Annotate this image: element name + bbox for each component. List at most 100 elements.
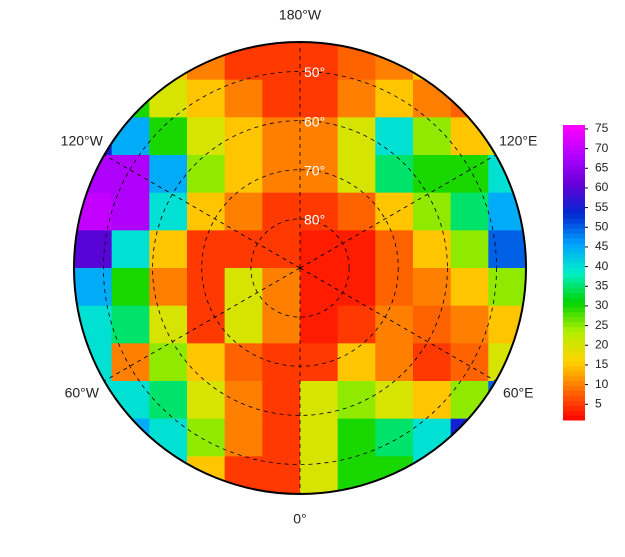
latitude-label: 70°	[304, 162, 325, 178]
colorbar-swatch	[563, 410, 585, 416]
colorbar-swatch	[563, 203, 585, 210]
longitude-label: 0°	[293, 511, 306, 527]
heat-cell	[111, 155, 150, 194]
heat-cell	[74, 79, 113, 118]
heat-cell	[300, 155, 339, 194]
heat-cell	[337, 343, 376, 382]
heat-cell	[111, 456, 150, 494]
heat-cell	[375, 268, 414, 307]
heat-cell	[262, 268, 301, 307]
heat-cell	[413, 268, 452, 307]
longitude-label: 60°E	[503, 385, 534, 401]
heat-cell	[450, 192, 489, 231]
heat-cell	[450, 343, 489, 382]
colorbar-swatch	[563, 174, 585, 180]
heat-cell	[262, 381, 301, 420]
heat-cell	[337, 42, 376, 81]
heat-cell	[187, 456, 226, 494]
heat-cell	[262, 192, 301, 231]
heat-cell	[300, 42, 339, 81]
heat-cell	[488, 230, 526, 269]
heat-cell	[337, 305, 376, 344]
heat-cell	[262, 117, 301, 156]
colorbar-swatch	[563, 287, 585, 293]
heat-cell	[149, 343, 188, 382]
colorbar-swatch	[563, 361, 585, 367]
heat-cell	[224, 192, 263, 231]
heat-cell	[262, 343, 301, 382]
heat-cell	[149, 230, 188, 269]
colorbar-swatch	[563, 262, 585, 269]
colorbar-swatch	[563, 218, 585, 224]
heat-cell	[74, 456, 113, 494]
heat-cell	[187, 381, 226, 420]
colorbar-swatch	[563, 292, 585, 298]
heat-cell	[337, 117, 376, 156]
heat-cell	[262, 42, 301, 81]
colorbar-swatch	[563, 213, 585, 219]
heat-cell	[74, 42, 113, 81]
heat-cell	[187, 117, 226, 156]
heat-cell	[413, 343, 452, 382]
latitude-label: 60°	[304, 113, 325, 129]
colorbar-tick-label: 55	[595, 200, 609, 214]
latitude-circle	[103, 71, 497, 465]
colorbar-swatch	[563, 139, 585, 146]
heat-cell	[488, 268, 526, 307]
heat-cell	[224, 418, 263, 457]
colorbar-swatch	[563, 277, 585, 283]
colorbar-swatch	[563, 169, 585, 175]
meridian	[104, 154, 301, 269]
colorbar-swatch	[563, 341, 585, 347]
colorbar-swatch	[563, 311, 585, 318]
heat-cell	[450, 268, 489, 307]
heat-cell	[488, 192, 526, 231]
heat-cell	[187, 79, 226, 118]
heat-cell	[450, 305, 489, 344]
heat-cell	[224, 343, 263, 382]
heat-cell	[224, 79, 263, 118]
colorbar-tick-label: 20	[595, 337, 609, 351]
heat-cell	[262, 79, 301, 118]
heat-cell	[413, 42, 452, 81]
heat-cell	[187, 42, 226, 81]
colorbar-swatch	[563, 385, 585, 391]
heat-cell	[375, 192, 414, 231]
heat-cell	[224, 42, 263, 81]
heat-cell	[187, 305, 226, 344]
heat-cell	[74, 192, 113, 231]
heat-cell	[300, 79, 339, 118]
colorbar-swatch	[563, 233, 585, 239]
heat-cell	[488, 418, 526, 457]
colorbar-swatch	[563, 208, 585, 214]
heat-cell	[187, 343, 226, 382]
colorbar-swatch	[563, 316, 585, 323]
heat-cell	[111, 230, 150, 269]
heat-cell	[187, 268, 226, 307]
colorbar-swatch	[563, 159, 585, 165]
colorbar-swatch	[563, 302, 585, 308]
heat-cell	[488, 42, 526, 81]
heat-cell	[149, 155, 188, 194]
colorbar-swatch	[563, 267, 585, 273]
colorbar-swatch	[563, 193, 585, 200]
heat-cell	[224, 230, 263, 269]
colorbar-swatch	[563, 336, 585, 342]
colorbar-tick-label: 60	[595, 180, 609, 194]
heat-cell	[413, 117, 452, 156]
latitude-circle	[152, 120, 448, 416]
colorbar-swatch	[563, 252, 585, 259]
heat-cell	[74, 155, 113, 194]
heat-cell	[74, 305, 113, 344]
heat-cell	[375, 418, 414, 457]
heat-cell	[337, 381, 376, 420]
heat-cell	[337, 79, 376, 118]
heat-cell	[413, 155, 452, 194]
heat-cell	[262, 305, 301, 344]
heatmap	[74, 42, 526, 494]
heat-cell	[337, 418, 376, 457]
heat-cell	[337, 268, 376, 307]
heat-cell	[375, 343, 414, 382]
colorbar-swatch	[563, 272, 585, 278]
